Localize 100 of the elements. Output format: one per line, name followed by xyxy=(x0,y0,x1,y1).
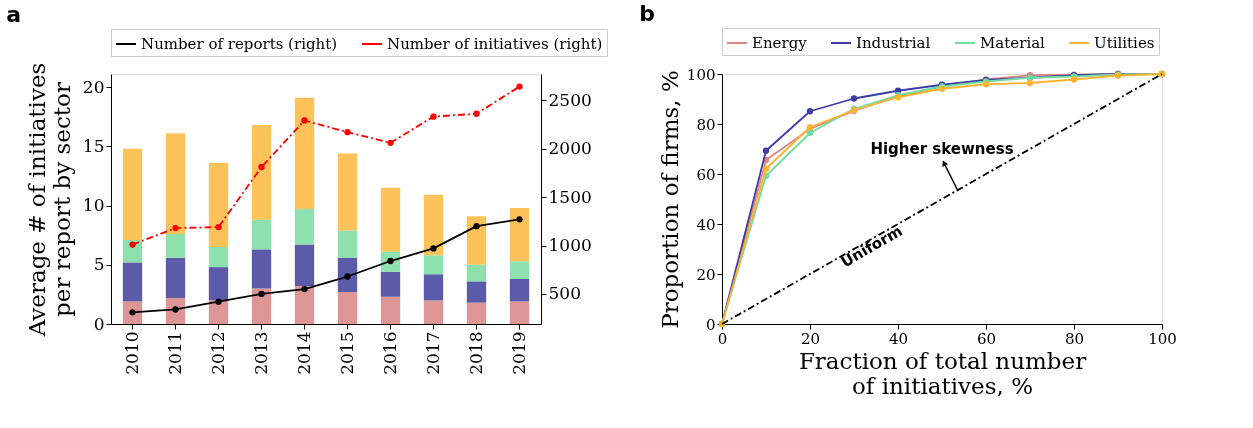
y2-tick-label: 1500 xyxy=(548,186,592,207)
bar xyxy=(165,233,186,258)
bar xyxy=(337,153,358,231)
x-tick-label: 20 xyxy=(800,329,821,348)
chart-title: b xyxy=(639,0,656,26)
point xyxy=(129,241,136,248)
legend-label: Energy xyxy=(752,34,808,52)
bar xyxy=(294,209,315,245)
legend-label: Material xyxy=(980,34,1046,52)
bar xyxy=(509,207,530,262)
point xyxy=(215,298,222,305)
y-tick-label: 100 xyxy=(686,65,716,84)
legend-label: Number of initiatives (right) xyxy=(387,35,603,53)
y-axis-title: Average # of initiatives per report by sector xyxy=(23,62,75,338)
point xyxy=(516,216,523,223)
x-axis-title: Fraction of total number of initiatives, % xyxy=(798,347,1087,399)
y-axis-title: Proportion of firms, % xyxy=(656,70,683,329)
y-tick-label: 40 xyxy=(696,215,716,234)
point xyxy=(806,108,814,115)
bar xyxy=(380,271,401,297)
bar xyxy=(466,281,487,303)
x-tick-label: 2016 xyxy=(379,331,400,375)
bar xyxy=(165,133,186,234)
x-tick-label: 2017 xyxy=(422,331,443,375)
bar xyxy=(337,257,358,293)
point xyxy=(473,110,480,117)
bar xyxy=(251,288,272,324)
bar xyxy=(294,97,315,210)
legend-label: Industrial xyxy=(856,34,931,52)
point xyxy=(258,290,265,298)
bar xyxy=(423,274,444,301)
x-tick-label: 2012 xyxy=(207,331,228,375)
bar xyxy=(251,249,272,289)
y2-tick-label: 2500 xyxy=(548,89,592,110)
bar xyxy=(251,219,272,250)
bar xyxy=(466,216,487,265)
x-tick-label: 80 xyxy=(1064,329,1085,348)
y-tick-label: 5 xyxy=(93,254,105,275)
point xyxy=(430,113,437,120)
y-tick-label: 60 xyxy=(696,165,716,184)
x-tick-label: 2015 xyxy=(336,331,357,375)
x-tick-label: 100 xyxy=(1148,329,1177,348)
y-tick-label: 0 xyxy=(93,313,105,334)
point xyxy=(172,224,179,232)
point xyxy=(344,128,351,136)
y-tick-label: 15 xyxy=(82,135,105,156)
x-tick-label: 60 xyxy=(976,329,997,348)
bar xyxy=(208,162,229,247)
bar xyxy=(337,230,358,258)
y-tick-label: 20 xyxy=(82,76,105,97)
point xyxy=(762,165,770,172)
bar xyxy=(122,262,143,302)
legend-label: Utilities xyxy=(1094,34,1155,52)
point xyxy=(850,95,858,102)
bar xyxy=(294,286,315,324)
y2-tick-label: 500 xyxy=(548,283,581,304)
y-tick-label: 0 xyxy=(705,315,716,334)
point xyxy=(387,139,394,146)
point xyxy=(1026,79,1034,87)
x-tick-label: 2019 xyxy=(508,331,529,375)
bar xyxy=(466,264,487,282)
bar xyxy=(423,300,444,324)
bar xyxy=(122,148,143,240)
point xyxy=(473,222,480,230)
point xyxy=(516,83,523,90)
y-tick-label: 80 xyxy=(696,115,716,134)
y2-tick-label: 2000 xyxy=(548,138,592,159)
point xyxy=(806,129,814,137)
bar xyxy=(251,124,272,220)
annotation: Higher skewness xyxy=(870,140,1014,158)
bar xyxy=(466,302,487,324)
bar xyxy=(208,267,229,301)
x-tick-label: 0 xyxy=(717,329,728,348)
bar xyxy=(208,246,229,268)
x-tick-label: 2011 xyxy=(164,331,185,375)
bar xyxy=(423,255,444,275)
y2-tick-label: 1000 xyxy=(548,235,592,256)
bar xyxy=(337,292,358,324)
point xyxy=(430,245,437,252)
bar xyxy=(509,261,530,279)
point xyxy=(301,285,308,293)
chart-title: a xyxy=(6,1,22,27)
point xyxy=(215,223,222,231)
bar xyxy=(380,296,401,324)
x-tick-label: 40 xyxy=(888,329,909,348)
point xyxy=(301,117,308,124)
x-tick-label: 2010 xyxy=(121,331,142,375)
point xyxy=(344,273,351,280)
bar xyxy=(423,194,444,256)
bar xyxy=(509,301,530,324)
bar xyxy=(509,278,530,302)
x-tick-label: 2014 xyxy=(293,331,314,375)
y-tick-label: 10 xyxy=(82,195,105,216)
x-tick-label: 2018 xyxy=(465,331,486,375)
point xyxy=(258,163,265,171)
y-tick-label: 20 xyxy=(696,265,716,284)
bar xyxy=(380,187,401,252)
bar xyxy=(294,244,315,287)
x-tick-label: 2013 xyxy=(250,331,271,375)
legend-label: Number of reports (right) xyxy=(141,35,338,53)
